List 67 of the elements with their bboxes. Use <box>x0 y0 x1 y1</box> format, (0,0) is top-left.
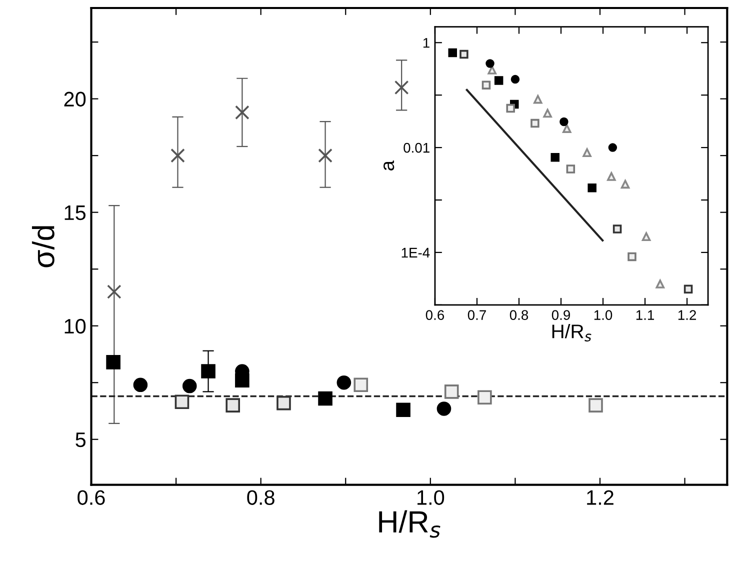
y-tick-label: 15 <box>64 206 86 220</box>
point <box>534 94 542 104</box>
x-tick-label: 0.7 <box>468 310 486 320</box>
point <box>182 378 197 394</box>
point <box>460 50 468 59</box>
x-axis-title: H/R$_{s}$ <box>379 510 440 538</box>
point <box>560 117 568 126</box>
y-tick-label: 0.01 <box>404 142 430 153</box>
x-tick-label: 0.6 <box>426 310 444 320</box>
point <box>628 252 636 262</box>
point <box>107 284 122 299</box>
x-tick-label: 0.6 <box>78 490 105 505</box>
point <box>394 80 409 95</box>
y-axis-title: σ/d <box>32 226 54 268</box>
x-tick-label: 0.9 <box>552 310 570 320</box>
point <box>318 391 332 406</box>
point <box>656 280 665 288</box>
point <box>588 184 596 192</box>
point <box>588 398 603 412</box>
point <box>620 180 630 189</box>
point <box>482 80 491 90</box>
point <box>478 390 492 405</box>
point <box>612 224 622 234</box>
point <box>226 398 240 412</box>
point <box>354 378 368 392</box>
x-tick-label: 1.0 <box>594 310 612 320</box>
point <box>582 148 592 158</box>
y-axis-title: a <box>384 160 394 170</box>
point <box>336 375 352 390</box>
point <box>566 164 576 174</box>
point <box>444 384 459 399</box>
x-tick-label: 0.8 <box>510 310 528 320</box>
point <box>506 104 515 113</box>
point <box>133 378 148 392</box>
x-tick-label: 1.0 <box>418 490 444 505</box>
point <box>436 402 452 416</box>
y-tick-label: 10 <box>64 318 86 334</box>
point <box>608 143 618 152</box>
point <box>494 76 504 85</box>
point <box>486 59 494 68</box>
point <box>684 284 693 294</box>
point <box>276 396 291 410</box>
y-tick-label: 5 <box>76 432 86 448</box>
point <box>448 48 457 58</box>
point <box>106 355 120 370</box>
point <box>396 402 410 418</box>
x-tick-label: 1.2 <box>678 310 696 320</box>
point <box>235 105 250 120</box>
point <box>607 172 616 181</box>
y-tick-label: 20 <box>64 92 86 107</box>
x-tick-label: 1.2 <box>587 490 614 505</box>
point <box>543 108 552 118</box>
point <box>318 148 332 163</box>
point <box>530 118 540 128</box>
point <box>201 364 216 378</box>
point <box>488 66 496 74</box>
point <box>174 394 190 410</box>
point <box>562 124 572 133</box>
y-tick-label: 1E-4 <box>402 248 430 258</box>
x-tick-label: 0.8 <box>247 490 274 505</box>
point <box>550 152 560 162</box>
y-tick-label: 1 <box>423 38 430 48</box>
point <box>170 148 185 163</box>
x-axis-title: H/R$_{s}$ <box>552 324 592 342</box>
point <box>642 232 651 242</box>
point <box>510 74 520 84</box>
x-tick-label: 1.1 <box>636 310 654 320</box>
